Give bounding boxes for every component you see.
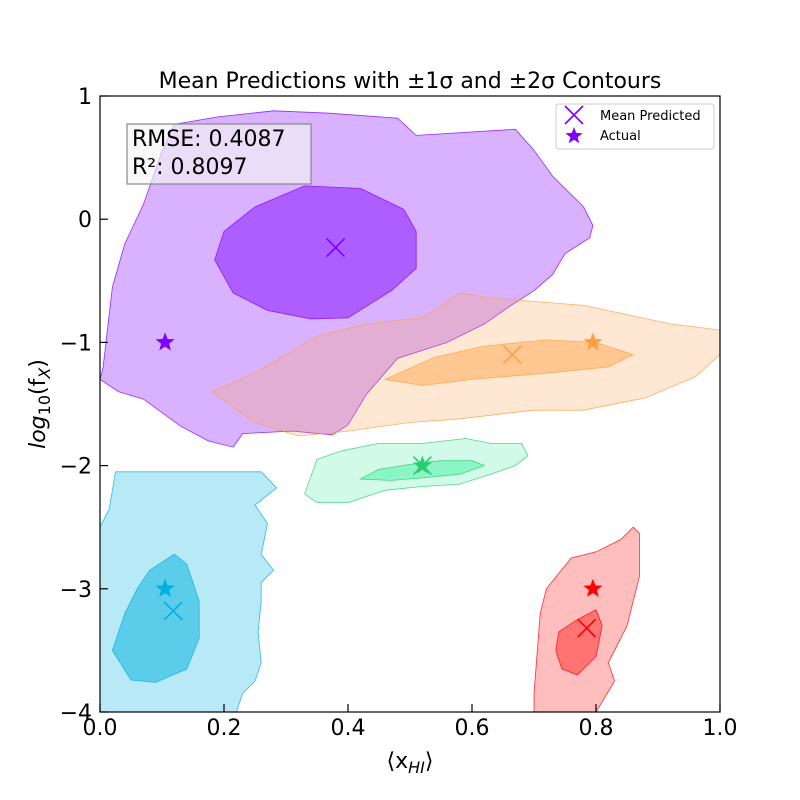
x-axis-label: ⟨xHI⟩: [387, 749, 434, 777]
metrics-box-bg: [126, 123, 312, 185]
y-axis-label-rest: (f: [26, 377, 51, 395]
legend-box: [555, 103, 715, 150]
y-axis-label-sub: 10: [35, 395, 54, 415]
rmse-text: RMSE: 0.4087: [132, 127, 286, 152]
y-axis-label-close: ): [26, 359, 51, 368]
contour-1sigma-3: [111, 553, 200, 683]
actual-star-3: [155, 578, 175, 597]
legend-mean-marker: [564, 105, 584, 125]
contour-1sigma-2: [358, 460, 486, 481]
contour-layer: [100, 110, 720, 712]
mean-cross-2: [412, 456, 432, 476]
mean-cross-3: [163, 601, 183, 621]
x-tick-label: 0.6: [455, 716, 490, 741]
y-axis-label-main: log: [26, 415, 51, 449]
x-tick-label: 1.0: [703, 716, 738, 741]
contour-1sigma-0: [214, 185, 417, 320]
x-tick-label: 0.2: [207, 716, 242, 741]
x-axis-label-main: ⟨x: [387, 749, 409, 774]
chart-title: Mean Predictions with ±1σ and ±2σ Contou…: [159, 69, 662, 94]
x-tick-label: 0.0: [83, 716, 118, 741]
mean-cross-0: [326, 237, 346, 258]
x-axis-ticks: 0.0 0.2 0.4 0.6 0.8 1.0: [83, 704, 738, 741]
r2-text: R²: 0.8097: [132, 155, 248, 180]
legend: Mean Predicted Actual: [555, 103, 715, 150]
x-axis-label-close: ⟩: [425, 749, 434, 774]
y-tick-label: −4: [60, 701, 92, 726]
metrics-box: RMSE: 0.4087 R²: 0.8097: [126, 123, 312, 185]
contour-2sigma-2: [304, 438, 529, 504]
plot-frame: [99, 95, 721, 713]
y-tick-label: 0: [78, 208, 92, 233]
y-axis-label-sub2: X: [35, 367, 54, 380]
x-tick-label: 0.4: [331, 716, 366, 741]
actual-star-4: [583, 578, 603, 597]
legend-mean-cross: [564, 105, 584, 125]
y-tick-label: −1: [60, 331, 92, 356]
y-tick-label: −2: [60, 455, 92, 480]
legend-actual-label: Actual: [600, 129, 641, 144]
mean-cross-1: [502, 345, 522, 365]
legend-actual-marker: [565, 127, 583, 144]
y-tick-label: 1: [78, 85, 92, 110]
actual-star-1: [583, 332, 603, 351]
legend-actual-star: [565, 127, 583, 144]
marker-layer: [155, 237, 603, 638]
legend-mean-label: Mean Predicted: [600, 109, 701, 124]
x-axis-label-sub: HI: [408, 758, 425, 777]
actual-star-0: [155, 332, 175, 351]
contour-1sigma-4: [555, 609, 603, 676]
mean-cross-4: [577, 618, 597, 638]
y-tick-label: −3: [60, 578, 92, 603]
y-axis-label: log10(fX): [26, 359, 54, 449]
x-tick-label: 0.8: [579, 716, 614, 741]
y-axis-ticks: 1 0 −1 −2 −3 −4: [60, 85, 108, 726]
contour-1sigma-1: [383, 339, 635, 386]
